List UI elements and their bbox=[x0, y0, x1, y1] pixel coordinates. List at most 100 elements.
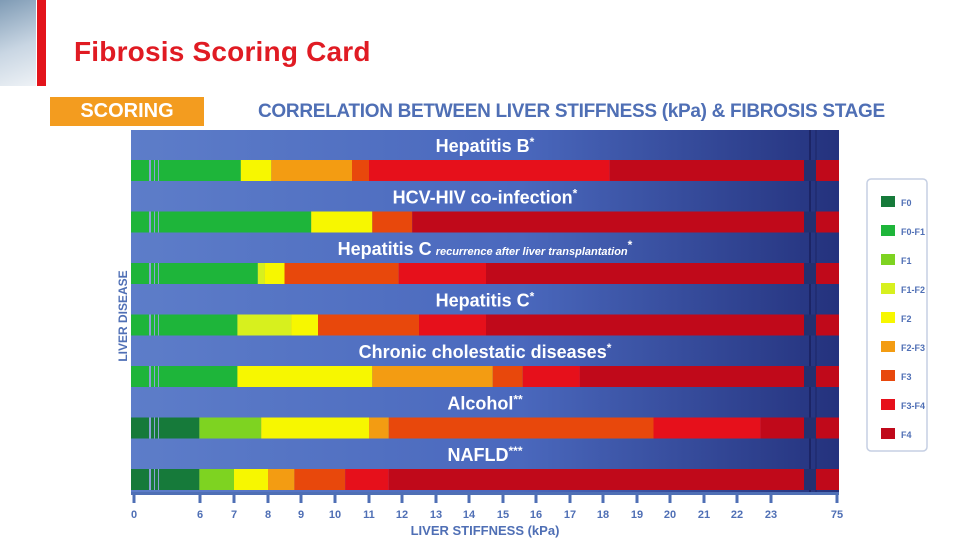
legend-swatch bbox=[881, 341, 895, 352]
x-tick bbox=[367, 495, 371, 503]
disease-label: Chronic cholestatic diseases* bbox=[359, 341, 612, 362]
legend-label: F1-F2 bbox=[901, 285, 925, 295]
bar-segment-F0-F1 bbox=[131, 211, 312, 233]
scale-break-mark bbox=[154, 160, 155, 181]
disease-label: HCV-HIV co-infection* bbox=[393, 187, 578, 208]
bar-segment-F4 bbox=[486, 263, 839, 284]
legend-label: F3 bbox=[901, 372, 912, 382]
bar-segment-F3-F4 bbox=[398, 263, 486, 284]
scale-break-mark bbox=[154, 211, 155, 233]
bar-segment-F0-F1 bbox=[131, 366, 238, 387]
bar-segment-F3 bbox=[294, 469, 346, 490]
scale-break-mark bbox=[149, 469, 151, 490]
x-tick bbox=[601, 495, 605, 503]
chart-title: CORRELATION BETWEEN LIVER STIFFNESS (kPa… bbox=[258, 101, 885, 122]
legend-swatch bbox=[881, 283, 895, 294]
x-tick bbox=[769, 495, 773, 503]
bar-segment-F3-F4 bbox=[345, 469, 389, 490]
scale-break-mark bbox=[158, 211, 159, 233]
x-tick-label: 0 bbox=[131, 509, 137, 521]
axis-break-gap bbox=[804, 366, 816, 387]
bar-segment-F4 bbox=[412, 211, 839, 233]
scale-break-mark bbox=[149, 417, 151, 439]
scale-break-mark bbox=[154, 469, 155, 490]
axis-break-gap bbox=[804, 314, 816, 336]
bar-segment-F2 bbox=[291, 314, 318, 336]
scale-break-mark bbox=[154, 366, 155, 387]
x-tick-label: 75 bbox=[831, 509, 843, 521]
x-tick-label: 17 bbox=[564, 509, 576, 521]
x-tick bbox=[668, 495, 672, 503]
scale-break-mark bbox=[149, 263, 151, 284]
x-tick-label: 11 bbox=[363, 509, 375, 521]
axis-break-gap bbox=[804, 211, 816, 233]
x-tick-label: 18 bbox=[597, 509, 609, 521]
bar-segment-F2 bbox=[240, 160, 272, 181]
bar-segment-F2-F3 bbox=[369, 417, 389, 439]
footnote-mark: *** bbox=[508, 444, 522, 458]
bar-segment-F4 bbox=[486, 314, 839, 336]
bar-segment-F0-F1 bbox=[131, 314, 238, 336]
x-tick-label: 12 bbox=[396, 509, 408, 521]
footnote-mark: * bbox=[530, 135, 535, 149]
axis-break-gap bbox=[804, 469, 816, 490]
bar-segment-F3-F4 bbox=[369, 160, 610, 181]
x-tick-label: 8 bbox=[265, 509, 271, 521]
bar-segment-F3 bbox=[372, 211, 413, 233]
disease-label: Hepatitis B* bbox=[436, 135, 535, 156]
x-tick bbox=[501, 495, 505, 503]
bar-segment-F2-F3 bbox=[271, 160, 352, 181]
disease-label: Hepatitis C recurrence after liver transp… bbox=[338, 238, 633, 259]
disease-sublabel: recurrence after liver transplantation bbox=[436, 246, 628, 258]
scale-break-mark bbox=[149, 211, 151, 233]
legend-label: F4 bbox=[901, 430, 912, 440]
bar-segment-F3-F4 bbox=[653, 417, 761, 439]
legend-label: F0-F1 bbox=[901, 227, 925, 237]
legend-swatch bbox=[881, 196, 895, 207]
x-tick bbox=[702, 495, 706, 503]
x-tick-label: 21 bbox=[698, 509, 710, 521]
x-tick-label: 14 bbox=[463, 509, 476, 521]
disease-name: NAFLD bbox=[447, 445, 508, 465]
x-tick bbox=[534, 495, 538, 503]
x-tick-label: 15 bbox=[497, 509, 509, 521]
bar-segment-F1-F2 bbox=[257, 263, 265, 284]
x-tick-label: 10 bbox=[329, 509, 341, 521]
legend-label: F0 bbox=[901, 198, 912, 208]
bar-segment-F4 bbox=[609, 160, 839, 181]
bar-segment-F4 bbox=[579, 366, 839, 387]
x-tick bbox=[835, 495, 839, 503]
x-tick-label: 20 bbox=[664, 509, 676, 521]
bar-segment-F2 bbox=[264, 263, 285, 284]
disease-name: HCV-HIV co-infection bbox=[393, 188, 573, 208]
x-tick-label: 22 bbox=[731, 509, 743, 521]
y-axis-label: LIVER DISEASE bbox=[116, 270, 130, 361]
x-tick bbox=[198, 495, 202, 503]
scale-break-mark bbox=[158, 366, 159, 387]
scale-break-mark bbox=[149, 314, 151, 336]
x-tick-label: 6 bbox=[197, 509, 203, 521]
bar-segment-F3-F4 bbox=[419, 314, 486, 336]
axis-break-gap bbox=[804, 417, 816, 439]
scale-break-mark bbox=[154, 417, 155, 439]
x-tick bbox=[635, 495, 639, 503]
x-axis-label: LIVER STIFFNESS (kPa) bbox=[411, 523, 560, 538]
x-tick bbox=[434, 495, 438, 503]
legend-swatch bbox=[881, 428, 895, 439]
bar-segment-F1-F2 bbox=[237, 314, 292, 336]
scale-break-mark bbox=[158, 263, 159, 284]
bar-segment-F3 bbox=[352, 160, 369, 181]
x-tick bbox=[400, 495, 404, 503]
disease-name: Hepatitis B bbox=[436, 136, 530, 156]
x-tick-label: 16 bbox=[530, 509, 542, 521]
scale-break-mark bbox=[158, 160, 159, 181]
x-tick-label: 7 bbox=[231, 509, 237, 521]
disease-name: Hepatitis C bbox=[436, 291, 530, 311]
bar-segment-F2 bbox=[237, 366, 373, 387]
x-tick bbox=[568, 495, 572, 503]
legend-swatch bbox=[881, 312, 895, 323]
axis-break-gap bbox=[804, 160, 816, 181]
bar-segment-F0 bbox=[131, 469, 200, 490]
bar-segment-F2 bbox=[311, 211, 373, 233]
disease-label: Alcohol** bbox=[447, 393, 523, 414]
